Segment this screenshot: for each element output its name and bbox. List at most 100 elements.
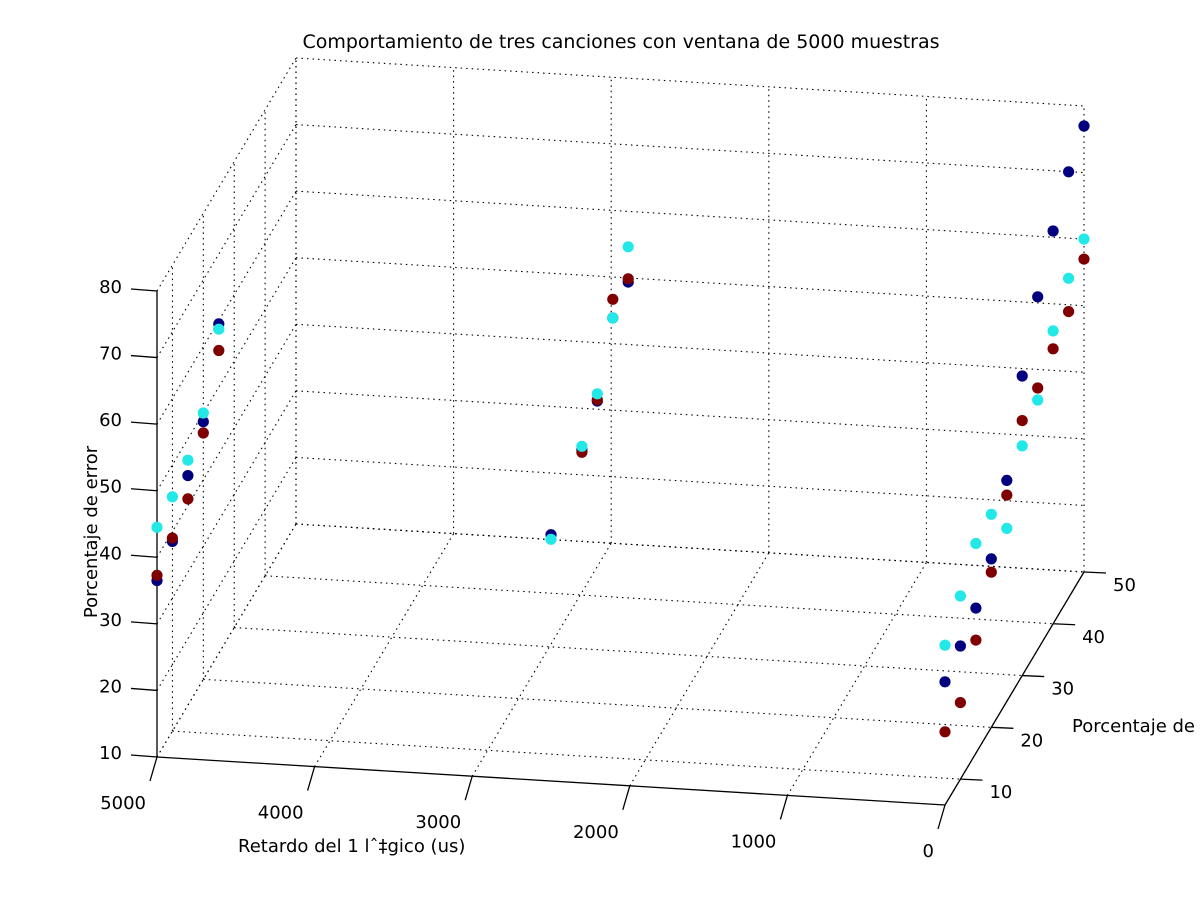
series-2-point [1078,253,1090,265]
series-3-point [1078,233,1090,245]
series-3-point [1047,325,1059,337]
z-tick-mark [130,421,158,425]
side-wall-grid-line [156,390,297,625]
series-3-point [607,312,619,324]
x-tick-mark [464,776,473,801]
side-wall-grid-line [156,324,297,558]
series-2-point [166,532,178,544]
series-2-point [182,493,194,505]
series-3-point [1032,394,1044,406]
series-1-point [1063,166,1075,178]
y-tick-label: 20 [1020,730,1043,751]
series-2-point [985,566,997,578]
y-tick-mark [960,778,983,781]
series-1-point [939,676,951,688]
x-tick-label: 1000 [731,831,777,852]
series-3-point [970,537,982,550]
z-tick-label: 80 [99,277,122,298]
z-tick-mark [130,488,158,492]
z-tick-mark [130,754,158,758]
series-1-point [985,553,997,565]
series-2-point [197,427,209,439]
series-1-point [1078,120,1090,132]
series-3-point [985,508,997,520]
series-2-point [939,726,951,738]
series-2-point [970,634,982,646]
series-2-point [622,273,634,285]
side-wall-grid-line [156,257,297,491]
series-2-point [607,293,619,305]
x-tick-mark [622,785,631,810]
x-tick-mark [779,795,789,820]
series-1-point [1032,291,1044,303]
x-tick-mark [149,756,158,782]
data-points [151,120,1090,738]
side-wall-grid-line [156,124,297,358]
series-3-point [576,440,588,452]
x-tick-mark [306,766,316,791]
y-tick-label: 50 [1113,575,1136,596]
series-1-point [1001,474,1013,486]
x-tick-label: 3000 [415,812,461,833]
series-3-point [151,521,163,533]
series-2-point [1016,415,1028,427]
floor-grid-line [786,562,927,796]
y-axis-line [944,571,1085,806]
series-3-point [1001,522,1013,535]
series-3-point [622,241,634,253]
floor-grid-line [314,533,455,767]
series-1-point [1016,370,1028,382]
chart-title: Comportamiento de tres canciones con ven… [302,31,939,53]
series-1-point [182,470,194,482]
x-tick-label: 2000 [573,822,619,843]
series-3-point [939,639,951,651]
tick-labels: 0 1000 2000 3000 4000 5000 10 20 30 40 50 10 20 30 40 5… [99,277,1136,862]
z-tick-label: 70 [99,344,122,365]
z-tick-mark [130,288,158,292]
z-tick-label: 50 [99,477,122,498]
x-tick-mark [937,804,946,830]
z-tick-mark [130,354,158,359]
series-2-point [954,697,967,709]
series-1-point [970,602,982,614]
y-tick-mark [1022,674,1045,678]
x-tick-label: 4000 [258,803,304,824]
series-3-point [954,590,967,602]
y-tick-mark [1083,571,1107,574]
x-tick-label: 5000 [100,793,146,814]
series-2-point [1063,306,1075,318]
series-1-point [197,416,209,428]
series-3-point [1063,272,1075,284]
series-3-point [213,323,225,335]
series-3-point [197,407,209,419]
z-tick-mark [130,687,158,692]
side-wall-grid-line [156,523,297,758]
z-tick-mark [130,554,158,558]
side-wall-grid-line [156,457,297,691]
series-2-point [1001,489,1013,501]
series-1-point [954,640,967,652]
x-axis-label: Retardo del 1 lˆ‡gico (us) [238,836,465,857]
y-tick-mark [1053,623,1076,626]
series-3-point [1016,440,1028,452]
y-tick-mark [991,726,1014,729]
z-tick-label: 60 [99,410,122,431]
series-1-point [1047,225,1059,237]
series-2-point [151,569,163,581]
side-wall-grid-line [156,57,297,292]
z-tick-label: 40 [99,543,122,564]
z-tick-mark [130,621,158,625]
side-wall-grid-line [156,190,297,425]
z-axis-label: Porcentaje de error [81,445,102,618]
series-3-point [166,491,178,503]
y-tick-label: 40 [1082,627,1105,648]
series-3-point [545,533,557,545]
series-2-point [213,344,225,357]
series-3-point [182,454,194,466]
x-tick-label: 0 [923,841,934,862]
series-3-point [591,388,603,400]
x-axis-line [156,756,946,806]
series-2-point [1047,343,1059,355]
floor-grid-line [629,552,770,787]
